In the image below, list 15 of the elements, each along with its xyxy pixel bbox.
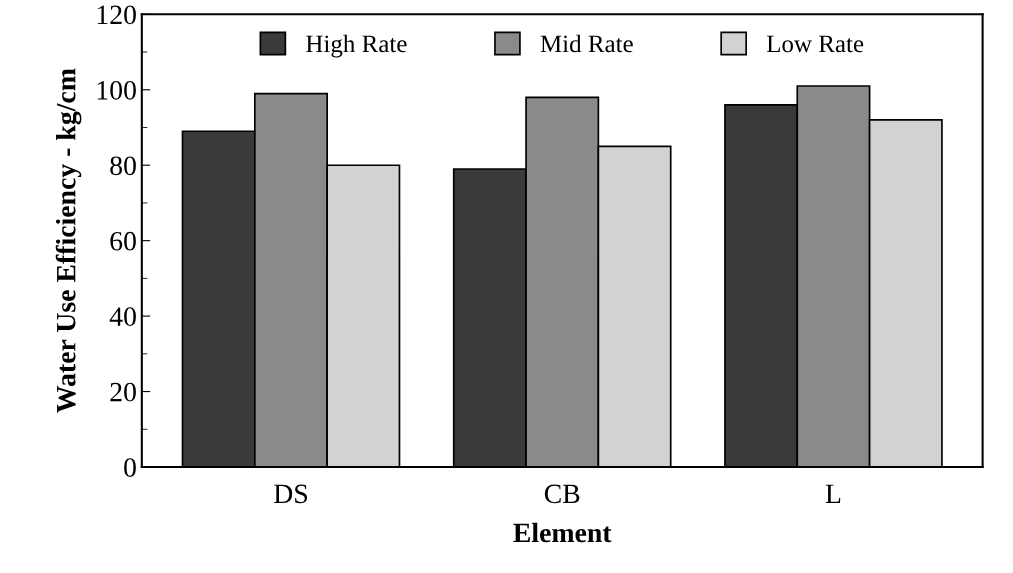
legend-label: High Rate [306,34,407,58]
y-tick-label: 80 [110,156,136,176]
y-axis-title: Water Use Efficiency - kg/cm [55,68,82,413]
x-tick-label: CB [544,484,580,504]
y-tick-label: 120 [97,5,136,25]
legend-label: Mid Rate [540,34,633,53]
legend-label: Low Rate [766,35,864,53]
x-axis-title: Element [513,522,612,543]
y-tick-label: 100 [97,80,136,100]
x-tick-label: L [825,484,841,503]
y-tick-label: 40 [109,307,136,327]
x-tick-label: DS [274,484,308,504]
y-tick-label: 60 [110,231,136,251]
y-tick-label: 0 [124,458,136,477]
y-tick-label: 20 [110,382,136,402]
